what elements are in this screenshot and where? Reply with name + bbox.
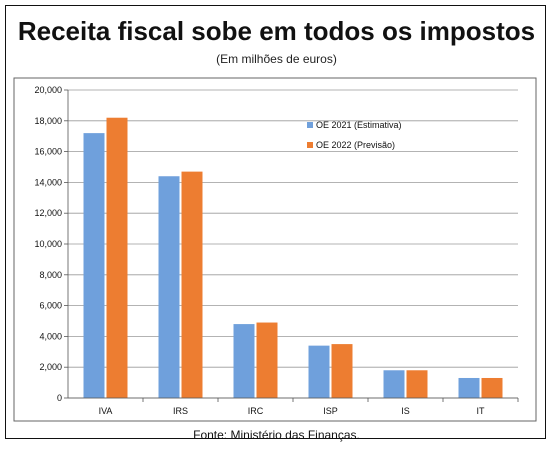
x-tick-label: IT: [477, 406, 486, 416]
bar-isp-series-2: [331, 344, 353, 398]
y-tick-label: 8,000: [39, 270, 62, 280]
legend-swatch: [307, 122, 313, 128]
y-tick-label: 0: [57, 393, 62, 403]
legend-label: OE 2021 (Estimativa): [316, 120, 402, 130]
bar-is-series-2: [406, 370, 428, 398]
y-tick-label: 2,000: [39, 362, 62, 372]
chart-title: Receita fiscal sobe em todos os impostos: [17, 16, 536, 46]
x-tick-label: IRC: [248, 406, 264, 416]
bar-iva-series-2: [106, 117, 128, 398]
x-tick-label: IVA: [99, 406, 113, 416]
bar-irc-series-1: [233, 324, 255, 398]
x-tick-label: IRS: [173, 406, 188, 416]
figure-frame: [5, 5, 546, 439]
y-tick-label: 16,000: [34, 147, 62, 157]
y-tick-label: 20,000: [34, 85, 62, 95]
bar-it-series-1: [458, 377, 480, 398]
legend-label: OE 2022 (Previsão): [316, 140, 395, 150]
bar-iva-series-1: [83, 133, 105, 398]
bar-irs-series-1: [158, 176, 180, 398]
x-tick-label: IS: [401, 406, 410, 416]
y-tick-label: 6,000: [39, 301, 62, 311]
source-note: Fonte: Ministério das Finanças.: [193, 428, 360, 442]
chart-subtitle: (Em milhões de euros): [216, 52, 337, 66]
y-tick-label: 10,000: [34, 239, 62, 249]
bar-isp-series-1: [308, 345, 330, 398]
x-tick-label: ISP: [323, 406, 338, 416]
legend-swatch: [307, 142, 313, 148]
y-tick-label: 18,000: [34, 116, 62, 126]
y-tick-label: 14,000: [34, 177, 62, 187]
bar-it-series-2: [481, 377, 503, 398]
y-tick-label: 4,000: [39, 331, 62, 341]
bar-irs-series-2: [181, 171, 203, 398]
y-tick-label: 12,000: [34, 208, 62, 218]
bar-is-series-1: [383, 370, 405, 398]
bar-irc-series-2: [256, 322, 278, 398]
